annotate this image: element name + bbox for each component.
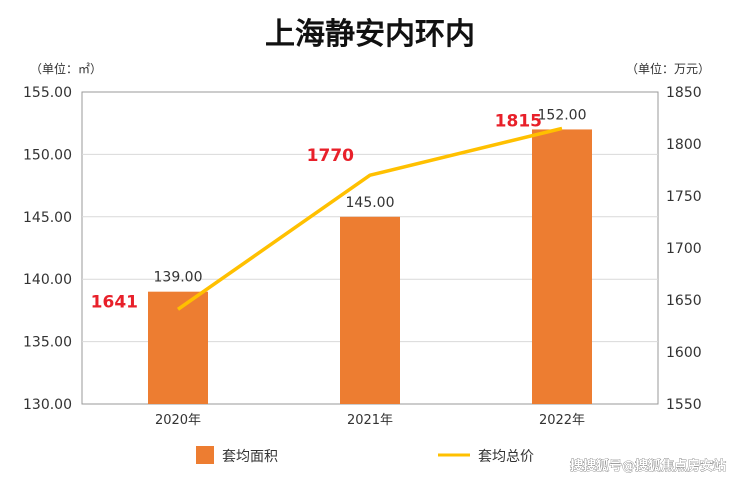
right-tick-label: 1600 <box>666 345 702 361</box>
right-tick-label: 1550 <box>666 397 702 413</box>
price-line <box>176 126 563 311</box>
data-labels: 139.00 145.00 152.00 1641 1770 1815 <box>91 107 587 312</box>
left-tick-label: 140.00 <box>23 272 72 288</box>
left-tick-label: 155.00 <box>23 85 72 101</box>
left-tick-label: 130.00 <box>23 397 72 413</box>
bar-value-label: 139.00 <box>154 270 203 286</box>
x-axis-ticks: 2020年 2021年 2022年 <box>155 413 585 428</box>
line-value-label: 1641 <box>91 292 138 312</box>
right-tick-label: 1650 <box>666 293 702 309</box>
legend-label-area: 套均面积 <box>222 449 278 465</box>
x-tick-label: 2022年 <box>539 413 585 428</box>
bar-3 <box>532 129 592 404</box>
x-tick-label: 2020年 <box>155 413 201 428</box>
right-tick-label: 1850 <box>666 85 702 101</box>
bar-1 <box>148 291 208 404</box>
line-value-label: 1815 <box>495 111 542 131</box>
right-tick-label: 1700 <box>666 241 702 257</box>
legend-swatch-area <box>196 446 214 464</box>
legend-label-price: 套均总价 <box>478 449 534 465</box>
bar-value-label: 152.00 <box>538 107 587 123</box>
left-tick-label: 145.00 <box>23 210 72 226</box>
right-tick-label: 1800 <box>666 137 702 153</box>
watermark: 搜搜狐号@搜狐焦点房安站 <box>570 458 726 474</box>
left-axis-unit: （单位：㎡） <box>30 61 102 76</box>
left-axis-ticks: 130.00 135.00 140.00 145.00 150.00 155.00 <box>23 85 72 413</box>
bar-value-label: 145.00 <box>346 195 395 211</box>
line-value-label: 1770 <box>307 146 354 166</box>
right-axis-ticks: 1550 1600 1650 1700 1750 1800 1850 <box>666 85 702 413</box>
right-axis-unit: （单位：万元） <box>626 61 710 76</box>
chart-title: 上海静安内环内 <box>265 17 475 52</box>
left-tick-label: 150.00 <box>23 147 72 163</box>
legend: 套均面积 套均总价 <box>196 446 534 465</box>
left-tick-label: 135.00 <box>23 335 72 351</box>
bars <box>148 129 592 404</box>
right-tick-label: 1750 <box>666 189 702 205</box>
price-line-path <box>176 126 563 311</box>
bar-2 <box>340 216 400 404</box>
x-tick-label: 2021年 <box>347 413 393 428</box>
